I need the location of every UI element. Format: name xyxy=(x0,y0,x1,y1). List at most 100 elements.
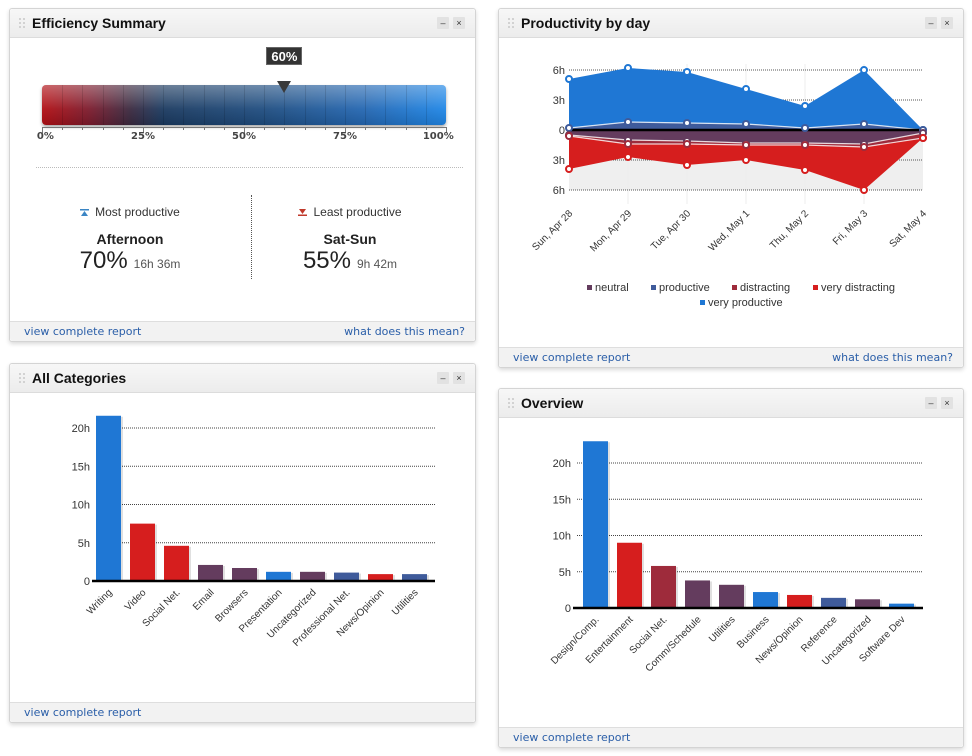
efficiency-segment-divider xyxy=(425,85,427,125)
y-tick-label: 6h xyxy=(553,65,565,77)
legend-label: distracting xyxy=(740,282,790,294)
bar xyxy=(787,594,812,608)
bar xyxy=(889,603,914,608)
close-button[interactable]: × xyxy=(941,397,953,409)
legend-label: neutral xyxy=(595,282,629,294)
efficiency-segment-divider xyxy=(284,85,286,125)
view-complete-report-link[interactable]: view complete report xyxy=(513,731,631,744)
point-very-distracting xyxy=(565,165,573,173)
view-complete-report-link[interactable]: view complete report xyxy=(24,706,142,719)
x-tick-label: Wed, May 1 xyxy=(707,208,753,254)
point-very-productive xyxy=(742,85,750,93)
point-productive xyxy=(742,120,750,128)
efficiency-segment-divider xyxy=(324,85,326,125)
least-productive-duration: 9h 42m xyxy=(357,257,398,271)
least-productive-stat: Least productive Sat-Sun 55% 9h 42m xyxy=(250,205,450,275)
efficiency-segment-divider xyxy=(183,85,185,125)
point-very-productive xyxy=(860,66,868,74)
bar xyxy=(753,592,778,608)
bar xyxy=(685,580,710,608)
most-productive-name: Afternoon xyxy=(96,231,164,247)
efficiency-segment-divider xyxy=(345,85,346,125)
efficiency-tick xyxy=(324,127,326,130)
drag-handle-icon[interactable] xyxy=(18,17,26,29)
efficiency-tick xyxy=(102,127,104,130)
least-productive-percent: 55% xyxy=(302,247,351,274)
minimize-button[interactable]: – xyxy=(925,17,937,29)
y-tick-label: 5h xyxy=(78,538,90,550)
view-complete-report-link[interactable]: view complete report xyxy=(513,351,631,364)
efficiency-tick xyxy=(304,127,306,130)
efficiency-tick xyxy=(82,127,84,130)
point-productive xyxy=(801,124,809,132)
efficiency-scale-label: 75% xyxy=(333,131,357,142)
bar xyxy=(651,565,676,608)
all-categories-widget: All Categories – × 0 5h 10h 15h 20h Writing Vi… xyxy=(9,363,476,723)
widget-footer: view complete report xyxy=(499,727,963,747)
efficiency-tick xyxy=(62,127,64,130)
legend-swatch xyxy=(732,285,737,290)
overview-widget: Overview – × 0 5h 10h 15h 20h Design/Comp. Ent… xyxy=(498,388,964,748)
widget-header[interactable]: All Categories – × xyxy=(10,364,475,393)
point-very-distracting xyxy=(801,166,809,174)
triangle-up-icon xyxy=(80,209,90,216)
point-productive xyxy=(860,120,868,128)
minimize-button[interactable]: – xyxy=(437,17,449,29)
bar xyxy=(232,567,257,581)
efficiency-tick xyxy=(264,127,266,130)
y-tick-label: 0 xyxy=(559,125,565,137)
efficiency-tick xyxy=(446,127,447,133)
point-productive xyxy=(565,124,573,132)
efficiency-tick xyxy=(163,127,165,130)
efficiency-tick xyxy=(244,127,245,133)
point-distracting xyxy=(565,132,573,140)
close-button[interactable]: × xyxy=(453,372,465,384)
efficiency-segment-divider xyxy=(405,85,407,125)
efficiency-tick xyxy=(143,127,144,133)
legend-label: very productive xyxy=(708,297,783,309)
drag-handle-icon[interactable] xyxy=(507,397,515,409)
point-very-distracting xyxy=(624,153,632,161)
bar xyxy=(164,545,189,581)
widget-header[interactable]: Productivity by day – × xyxy=(499,9,963,38)
point-very-distracting xyxy=(860,186,868,194)
legend-swatch xyxy=(587,285,592,290)
efficiency-segment-divider xyxy=(244,85,245,125)
what-does-this-mean-link[interactable]: what does this mean? xyxy=(832,351,953,364)
point-distracting xyxy=(801,141,809,149)
bar xyxy=(855,599,880,608)
x-tick-label: Fri, May 3 xyxy=(831,208,871,248)
widget-footer: view complete report what does this mean… xyxy=(499,347,963,367)
y-tick-label: 15h xyxy=(553,494,571,506)
area-very-productive xyxy=(569,68,923,130)
x-tick-label: Mon, Apr 29 xyxy=(588,208,634,254)
minimize-button[interactable]: – xyxy=(925,397,937,409)
widget-header[interactable]: Efficiency Summary – × xyxy=(10,9,475,38)
bar xyxy=(617,542,642,608)
close-button[interactable]: × xyxy=(453,17,465,29)
point-distracting xyxy=(624,140,632,148)
efficiency-tick xyxy=(425,127,427,130)
point-distracting xyxy=(860,143,868,151)
efficiency-tick xyxy=(405,127,407,130)
what-does-this-mean-link[interactable]: what does this mean? xyxy=(344,325,465,338)
close-button[interactable]: × xyxy=(941,17,953,29)
drag-handle-icon[interactable] xyxy=(507,17,515,29)
y-tick-label: 0 xyxy=(84,576,90,588)
efficiency-tick xyxy=(345,127,346,133)
efficiency-scale-label: 100% xyxy=(422,131,454,142)
efficiency-scale-label: 0% xyxy=(36,131,54,142)
view-complete-report-link[interactable]: view complete report xyxy=(24,325,142,338)
drag-handle-icon[interactable] xyxy=(18,372,26,384)
point-very-distracting xyxy=(742,156,750,164)
bar xyxy=(719,584,744,608)
y-tick-label: 5h xyxy=(559,567,571,579)
minimize-button[interactable]: – xyxy=(437,372,449,384)
bar xyxy=(368,574,393,581)
x-tick-label: Tue, Apr 30 xyxy=(649,208,693,252)
efficiency-segment-divider xyxy=(385,85,387,125)
most-productive-label: Most productive xyxy=(95,205,180,219)
legend-swatch xyxy=(651,285,656,290)
widget-header[interactable]: Overview – × xyxy=(499,389,963,418)
efficiency-tick xyxy=(183,127,185,130)
